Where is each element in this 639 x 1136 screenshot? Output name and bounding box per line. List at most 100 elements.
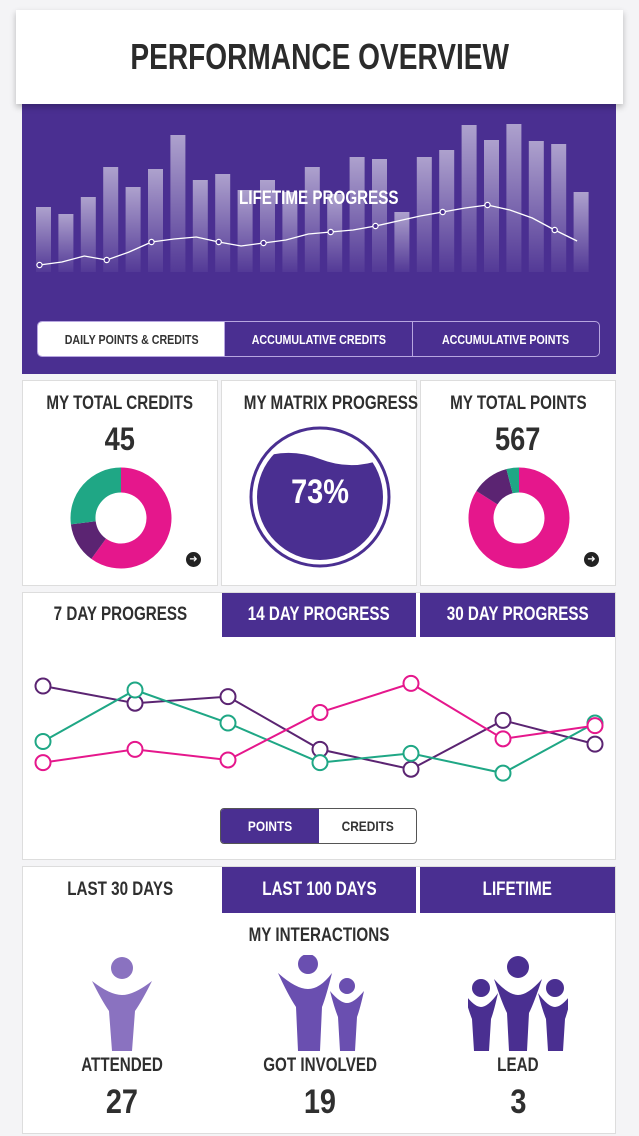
progress-point: [219, 714, 237, 732]
got-involved-value: 19: [303, 1083, 337, 1121]
total-credits-title: MY TOTAL CREDITS: [46, 393, 194, 414]
total-credits-value: 45: [104, 421, 136, 457]
lifetime-progress-title: LIFETIME PROGRESS: [239, 188, 399, 209]
progress-panel: 7 DAY PROGRESS 14 DAY PROGRESS 30 DAY PR…: [22, 592, 616, 860]
progress-point: [494, 764, 512, 782]
progress-point: [219, 751, 237, 769]
lifetime-trend-point: [551, 226, 558, 234]
lifetime-trend-point: [215, 238, 222, 246]
progress-point: [494, 730, 512, 748]
points-arrow-icon[interactable]: ➜: [584, 552, 599, 567]
matrix-progress-gauge: [249, 426, 391, 568]
credits-donut-chart: [70, 467, 172, 569]
total-points-value: 567: [495, 421, 541, 457]
single-person-icon: [92, 957, 152, 1051]
lifetime-bar: [103, 167, 119, 272]
lifetime-trend-point: [484, 201, 491, 209]
got-involved-label: GOT INVOLVED: [263, 1055, 377, 1076]
lifetime-bar: [237, 190, 253, 272]
total-points-card: MY TOTAL POINTS 567 ➜: [420, 380, 616, 586]
lifetime-trend-point: [260, 239, 267, 247]
progress-point: [494, 711, 512, 729]
lifetime-bar: [192, 180, 208, 272]
progress-point: [402, 674, 420, 692]
tab-last-100-days[interactable]: LAST 100 DAYS: [221, 867, 417, 913]
lifetime-bar: [80, 197, 96, 272]
two-people-icon: [278, 955, 364, 1051]
lifetime-trend-point: [439, 208, 446, 216]
lead-value: 3: [509, 1083, 527, 1121]
progress-point: [219, 688, 237, 706]
points-donut-chart: [468, 467, 570, 569]
progress-point: [402, 744, 420, 762]
tab-14-day-progress[interactable]: 14 DAY PROGRESS: [221, 593, 417, 637]
lifetime-bar: [372, 159, 387, 272]
lifetime-bar: [506, 124, 522, 272]
tab-last-30-days[interactable]: LAST 30 DAYS: [23, 867, 218, 913]
lifetime-bar: [573, 192, 589, 272]
lifetime-trend-point: [327, 228, 334, 236]
matrix-progress-value: 73%: [291, 473, 349, 511]
total-credits-card: MY TOTAL CREDITS 45 ➜: [22, 380, 218, 586]
progress-line-chart: [34, 674, 604, 782]
donut-slice: [70, 520, 107, 559]
progress-point: [126, 681, 144, 699]
lifetime-bar: [551, 144, 567, 272]
progress-tabs: 7 DAY PROGRESS 14 DAY PROGRESS 30 DAY PR…: [23, 593, 616, 637]
progress-point: [311, 754, 329, 772]
progress-point: [34, 732, 52, 750]
lifetime-bar: [148, 169, 163, 272]
lead-stat: LEAD 3: [419, 955, 617, 1131]
lifetime-bar: [260, 180, 275, 272]
credits-arrow-icon[interactable]: ➜: [186, 552, 201, 567]
lifetime-bar: [282, 192, 298, 272]
lifetime-bar: [349, 157, 365, 272]
lifetime-bar: [461, 125, 477, 272]
lifetime-bar-chart: [36, 124, 589, 272]
got-involved-stat: GOT INVOLVED 19: [221, 955, 419, 1131]
toggle-credits[interactable]: CREDITS: [341, 818, 394, 834]
lifetime-trend-point: [372, 222, 379, 230]
tab-daily-points-credits[interactable]: DAILY POINTS & CREDITS: [38, 322, 225, 356]
interactions-panel: LAST 30 DAYS LAST 100 DAYS LIFETIME MY I…: [22, 866, 616, 1134]
progress-point: [34, 677, 52, 695]
matrix-progress-title: MY MATRIX PROGRESS: [243, 393, 419, 414]
lifetime-bar: [304, 167, 320, 272]
tab-30-day-progress[interactable]: 30 DAY PROGRESS: [420, 593, 616, 637]
lifetime-bar: [528, 141, 544, 272]
lifetime-trend-point: [36, 261, 43, 269]
points-credits-toggle: POINTS CREDITS: [220, 808, 417, 844]
interactions-title: MY INTERACTIONS: [248, 925, 390, 946]
lifetime-trend-point: [148, 238, 155, 246]
progress-point: [34, 754, 52, 772]
progress-point: [586, 717, 604, 735]
total-points-title: MY TOTAL POINTS: [449, 393, 587, 414]
donut-slice: [70, 467, 122, 525]
tab-accumulative-points[interactable]: ACCUMULATIVE POINTS: [411, 322, 599, 356]
tab-7-day-progress[interactable]: 7 DAY PROGRESS: [23, 593, 218, 637]
matrix-progress-card: MY MATRIX PROGRESS 73%: [221, 380, 419, 586]
lifetime-bar: [394, 212, 410, 272]
lifetime-progress-panel: LIFETIME PROGRESS DAILY POINTS & CREDITS…: [22, 100, 616, 374]
page-title: PERFORMANCE OVERVIEW: [130, 36, 509, 77]
tab-accumulative-credits[interactable]: ACCUMULATIVE CREDITS: [224, 322, 411, 356]
lifetime-bar: [125, 187, 141, 272]
lifetime-tabs: DAILY POINTS & CREDITS ACCUMULATIVE CRED…: [37, 321, 600, 357]
donut-slice: [468, 467, 570, 569]
toggle-points[interactable]: POINTS: [221, 809, 319, 843]
page-header: PERFORMANCE OVERVIEW: [16, 10, 623, 104]
tab-lifetime[interactable]: LIFETIME: [420, 867, 616, 913]
lifetime-bar: [416, 157, 432, 272]
interactions-tabs: LAST 30 DAYS LAST 100 DAYS LIFETIME: [23, 867, 616, 913]
lead-label: LEAD: [497, 1055, 539, 1076]
three-people-icon: [468, 956, 568, 1051]
progress-point: [402, 760, 420, 778]
donut-slice: [506, 467, 520, 494]
lifetime-bar: [58, 214, 74, 272]
attended-label: ATTENDED: [81, 1055, 163, 1076]
donut-slice: [476, 469, 514, 505]
attended-value: 27: [105, 1083, 139, 1121]
lifetime-bar: [215, 174, 231, 272]
lifetime-bar: [36, 207, 51, 272]
attended-stat: ATTENDED 27: [23, 955, 221, 1131]
